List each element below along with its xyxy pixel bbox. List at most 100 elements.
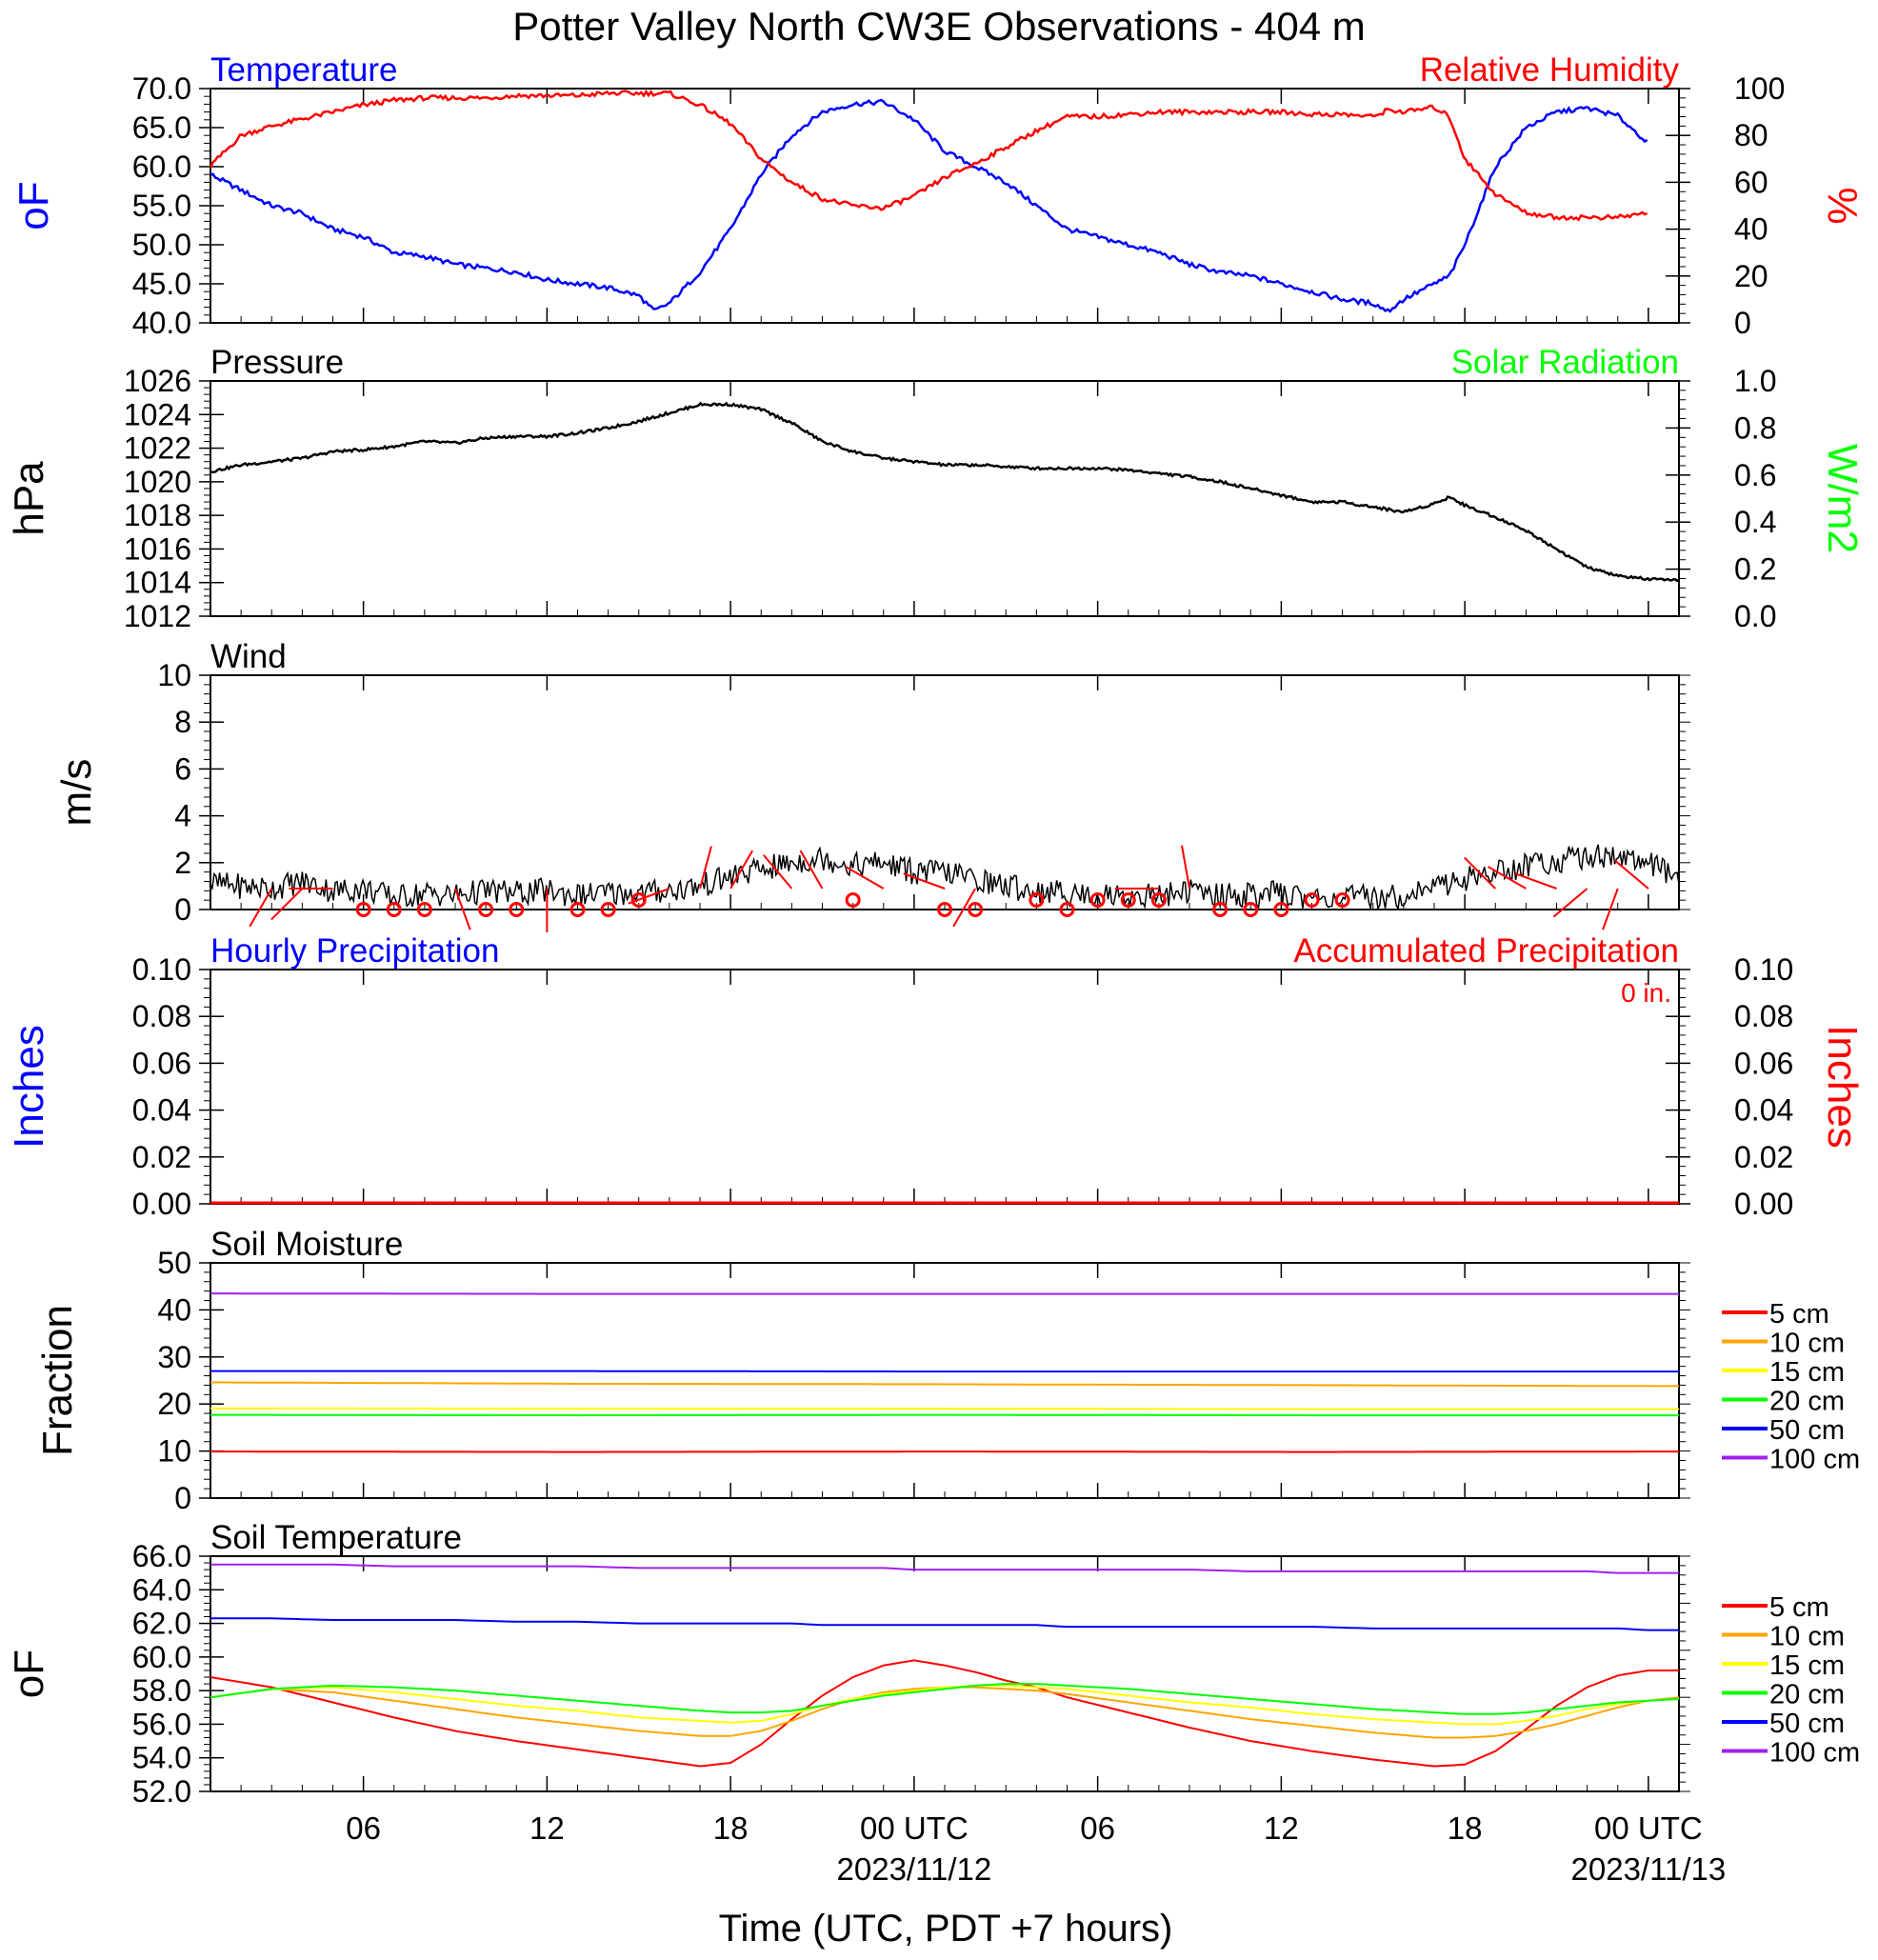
- y-tick-label-left: 1012: [124, 599, 191, 633]
- x-tick-label: 06: [1080, 1810, 1115, 1846]
- soil-line-5cm: [210, 1659, 1679, 1768]
- wind-barb: [628, 888, 670, 905]
- y-axis-label-left: hPa: [6, 461, 52, 536]
- y-tick-label-right: 60: [1734, 165, 1768, 199]
- y-tick-label-left: 10: [157, 658, 191, 692]
- soil-line-20cm: [210, 1683, 1680, 1715]
- y-tick-label-left: 54.0: [132, 1741, 191, 1775]
- y-tick-label-left: 40: [157, 1292, 191, 1327]
- calm-wind-circle: [1150, 892, 1167, 908]
- y-axis-label-right: %: [1819, 187, 1866, 224]
- y-tick-label-left: 45.0: [132, 267, 191, 301]
- soil-line-5cm: [210, 1450, 1679, 1453]
- y-axis-label-left: m/s: [53, 759, 100, 827]
- soil-line-100cm: [210, 1292, 1679, 1295]
- legend-label: 50 cm: [1769, 1415, 1845, 1446]
- y-tick-label-left: 60.0: [132, 1640, 191, 1674]
- x-tick-label: 12: [1264, 1810, 1299, 1846]
- y-tick-label-left: 65.0: [132, 110, 191, 145]
- wind-barb: [249, 888, 273, 928]
- wind-barb: [1464, 856, 1496, 890]
- panel-title-left: Temperature: [210, 51, 397, 89]
- plot-frame: [210, 969, 1680, 1205]
- accumulated-total-label: 0 in.: [1621, 978, 1671, 1008]
- y-tick-label-right: 0.4: [1734, 505, 1776, 539]
- y-tick-label-right: 0.6: [1734, 458, 1776, 492]
- soil-line-15cm: [210, 1407, 1679, 1410]
- y-tick-label-left: 1024: [124, 397, 191, 431]
- calm-wind-circle: [416, 902, 432, 917]
- y-tick-label-left: 0.02: [132, 1140, 191, 1174]
- plot-frame: [210, 1555, 1680, 1792]
- y-axis-label-right: Inches: [1819, 1025, 1866, 1149]
- y-tick-label-right: 0.08: [1734, 999, 1793, 1033]
- panel-title-left: Wind: [210, 638, 287, 675]
- x-date-label: 2023/11/12: [837, 1851, 992, 1887]
- legend-label: 20 cm: [1769, 1387, 1845, 1417]
- y-axis-label-left: Fraction: [34, 1305, 81, 1456]
- panel-wind: 10 8 6 4 2 0 Wind m/s: [53, 638, 1690, 932]
- panel-title-right: Relative Humidity: [1420, 51, 1680, 89]
- wind-barb: [1602, 888, 1619, 930]
- x-tick-label: 00 UTC: [1594, 1810, 1703, 1846]
- y-axis-label-right: W/m2: [1819, 444, 1866, 553]
- soil-line-50cm: [210, 1617, 1679, 1631]
- y-tick-label-left: 40.0: [132, 306, 191, 340]
- legend-label: 10 cm: [1769, 1622, 1845, 1652]
- calm-wind-circle: [1059, 902, 1075, 917]
- y-tick-label-left: 20: [157, 1387, 191, 1421]
- y-tick-label-right: 0.04: [1734, 1093, 1793, 1128]
- y-axis-label-left: oF: [6, 1650, 52, 1698]
- y-tick-label-left: 70.0: [132, 71, 191, 106]
- y-tick-label-left: 52.0: [132, 1774, 191, 1809]
- y-tick-label-left: 4: [174, 799, 191, 833]
- wind-barb: [952, 888, 976, 928]
- y-tick-label-right: 0: [1734, 306, 1751, 340]
- y-tick-label-left: 1016: [124, 531, 191, 566]
- calm-wind-circle: [968, 902, 984, 917]
- legend-label: 50 cm: [1769, 1709, 1845, 1739]
- y-tick-label-left: 8: [174, 705, 191, 739]
- panel-title-left: Soil Temperature: [210, 1519, 462, 1556]
- wind-barb: [454, 888, 471, 930]
- calm-wind-circle: [630, 892, 647, 908]
- calm-wind-circle: [355, 902, 371, 917]
- panel-temperature-humidity: 70.0 65.0 60.0 55.0 50.0 45.0 40.0 100 80 60 40 20 0…: [10, 51, 1866, 340]
- y-tick-label-right: 80: [1734, 118, 1768, 152]
- x-tick-label: 18: [1448, 1810, 1483, 1846]
- legend-label: 15 cm: [1769, 1650, 1845, 1681]
- y-tick-label-right: 0.8: [1734, 410, 1776, 445]
- wind-barb: [729, 850, 753, 890]
- calm-wind-circle: [386, 902, 402, 917]
- y-tick-label-left: 56.0: [132, 1707, 191, 1741]
- y-tick-label-left: 60.0: [132, 150, 191, 184]
- y-tick-label-left: 58.0: [132, 1673, 191, 1708]
- y-tick-label-left: 50.0: [132, 228, 191, 262]
- calm-wind-circle: [1273, 902, 1289, 917]
- y-axis-label-left: oF: [10, 181, 57, 230]
- y-tick-label-left: 0.08: [132, 999, 191, 1033]
- x-tick-label: 00 UTC: [860, 1810, 969, 1846]
- x-tick-label: 12: [529, 1810, 565, 1846]
- calm-wind-circle: [478, 902, 494, 917]
- soil-line-10cm: [210, 1381, 1679, 1388]
- y-tick-label-right: 0.06: [1734, 1046, 1793, 1080]
- calm-wind-circle: [1304, 892, 1320, 908]
- humidity-line: [209, 89, 1648, 222]
- y-tick-label-left: 66.0: [132, 1539, 191, 1573]
- panel-soil-temperature: 66.064.062.060.058.056.054.052.0 Soil Tem…: [6, 1519, 1860, 1887]
- y-tick-label-left: 1026: [124, 364, 191, 398]
- y-tick-label-left: 0: [174, 892, 191, 927]
- y-axis-label-left: Inches: [6, 1025, 52, 1149]
- wind-barb: [1181, 845, 1190, 890]
- plot-frame: [210, 88, 1680, 324]
- wind-barb: [270, 888, 304, 921]
- y-tick-label-right: 20: [1734, 259, 1768, 293]
- legend-label: 20 cm: [1769, 1680, 1845, 1710]
- x-axis-title: Time (UTC, PDT +7 hours): [719, 1908, 1173, 1950]
- calm-wind-circle: [1120, 892, 1136, 908]
